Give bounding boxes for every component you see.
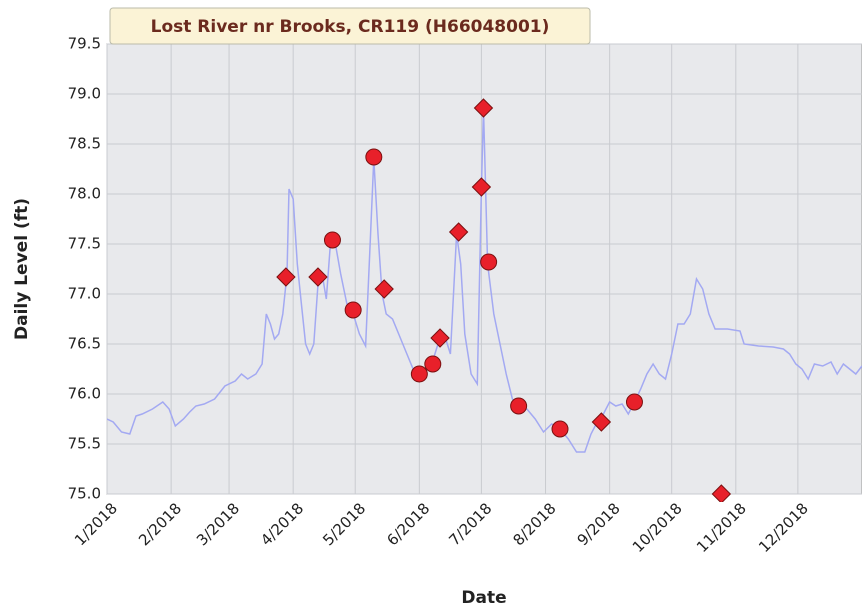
y-tick-label: 75.5 [68,435,101,453]
marks [107,98,862,502]
y-tick-label: 79.0 [68,85,101,103]
x-tick-label: 10/2018 [629,499,686,556]
x-axis-label: Date [461,588,506,608]
circle-marker [480,253,498,271]
x-tick-label: 8/2018 [509,499,559,549]
circle-marker [344,301,362,319]
x-tick-label: 9/2018 [574,499,624,549]
diamond-marker [471,177,492,197]
title-tab [109,7,591,45]
x-tick-label: 12/2018 [755,499,812,556]
circle-marker [625,393,643,411]
y-tick-label: 77.0 [68,285,101,303]
diamond-marker [430,328,450,348]
diamond-marker [448,222,469,242]
y-tick-label: 76.5 [68,335,101,353]
y-tick-label: 75.0 [68,485,101,503]
circle-marker [510,397,528,415]
x-tick-label: 1/2018 [71,499,121,549]
circle-marker [551,420,569,438]
x-tick-label: 5/2018 [319,499,369,549]
chart-title: Lost River nr Brooks, CR119 (H66048001) [151,17,550,37]
x-tick-label: 6/2018 [383,499,433,549]
y-tick-label: 79.5 [68,35,101,53]
x-tick-label: 11/2018 [693,499,750,556]
diamond-marker [591,412,612,432]
circle-marker [323,231,341,249]
y-tick-label: 78.5 [68,135,101,153]
circle-marker [410,365,428,383]
diamond-marker [473,98,494,118]
diamond-marker [711,484,732,502]
y-tick-label: 76.0 [68,385,101,403]
y-tick-label: 78.0 [68,185,101,203]
diamond-marker [276,267,296,287]
x-tick-label: 4/2018 [257,499,307,549]
diamond-marker [308,267,328,287]
y-axis-label: Daily Level (ft) [12,198,32,340]
circle-marker [365,148,383,166]
x-tick-label: 2/2018 [135,499,185,549]
x-tick-label: 7/2018 [445,499,495,549]
circle-marker [424,355,442,373]
diamond-marker [374,279,394,299]
y-tick-label: 77.5 [68,235,101,253]
x-tick-label: 3/2018 [193,499,243,549]
